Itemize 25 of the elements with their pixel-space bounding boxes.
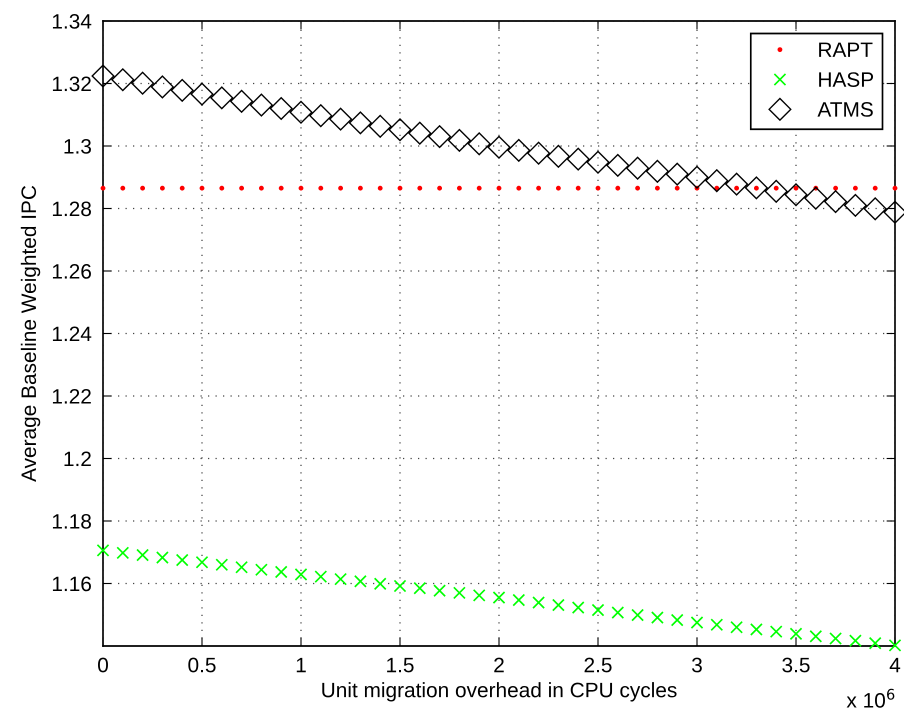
y-tick-label: 1.3 (64, 139, 91, 154)
x-tick-label: 4 (890, 658, 900, 672)
x-tick-label: 2.5 (584, 658, 612, 672)
x-axis-title: Unit migration overhead in CPU cycles (322, 682, 677, 702)
text: x 10$^{6}$ (846, 688, 894, 708)
y-tick-label: 1.16 (52, 576, 91, 592)
x-tick-label: 2 (494, 658, 504, 672)
x-tick-label: 1.5 (387, 658, 414, 672)
y-axis-title: Average Baseline Weighted IPC (20, 186, 40, 482)
x-tick-label: 1 (296, 658, 306, 672)
legend-label: RAPT (819, 42, 873, 57)
x-tick-label: 3.5 (782, 658, 810, 672)
y-tick-label: 1.26 (52, 264, 91, 279)
legend-label: HASP (819, 72, 874, 87)
x-tick-label: 0.5 (188, 658, 216, 672)
y-tick-label: 1.22 (52, 389, 91, 404)
y-tick-label: 1.34 (52, 14, 92, 29)
y-tick-label: 1.24 (52, 326, 92, 342)
y-tick-label: 1.32 (52, 76, 91, 92)
y-tick-label: 1.2 (64, 452, 91, 466)
x-tick-label: 3 (692, 658, 702, 672)
x-tick-label: 0 (98, 658, 108, 672)
y-tick-label: 1.18 (52, 514, 91, 529)
legend-label: ATMS (817, 102, 873, 117)
y-tick-label: 1.28 (52, 202, 91, 216)
